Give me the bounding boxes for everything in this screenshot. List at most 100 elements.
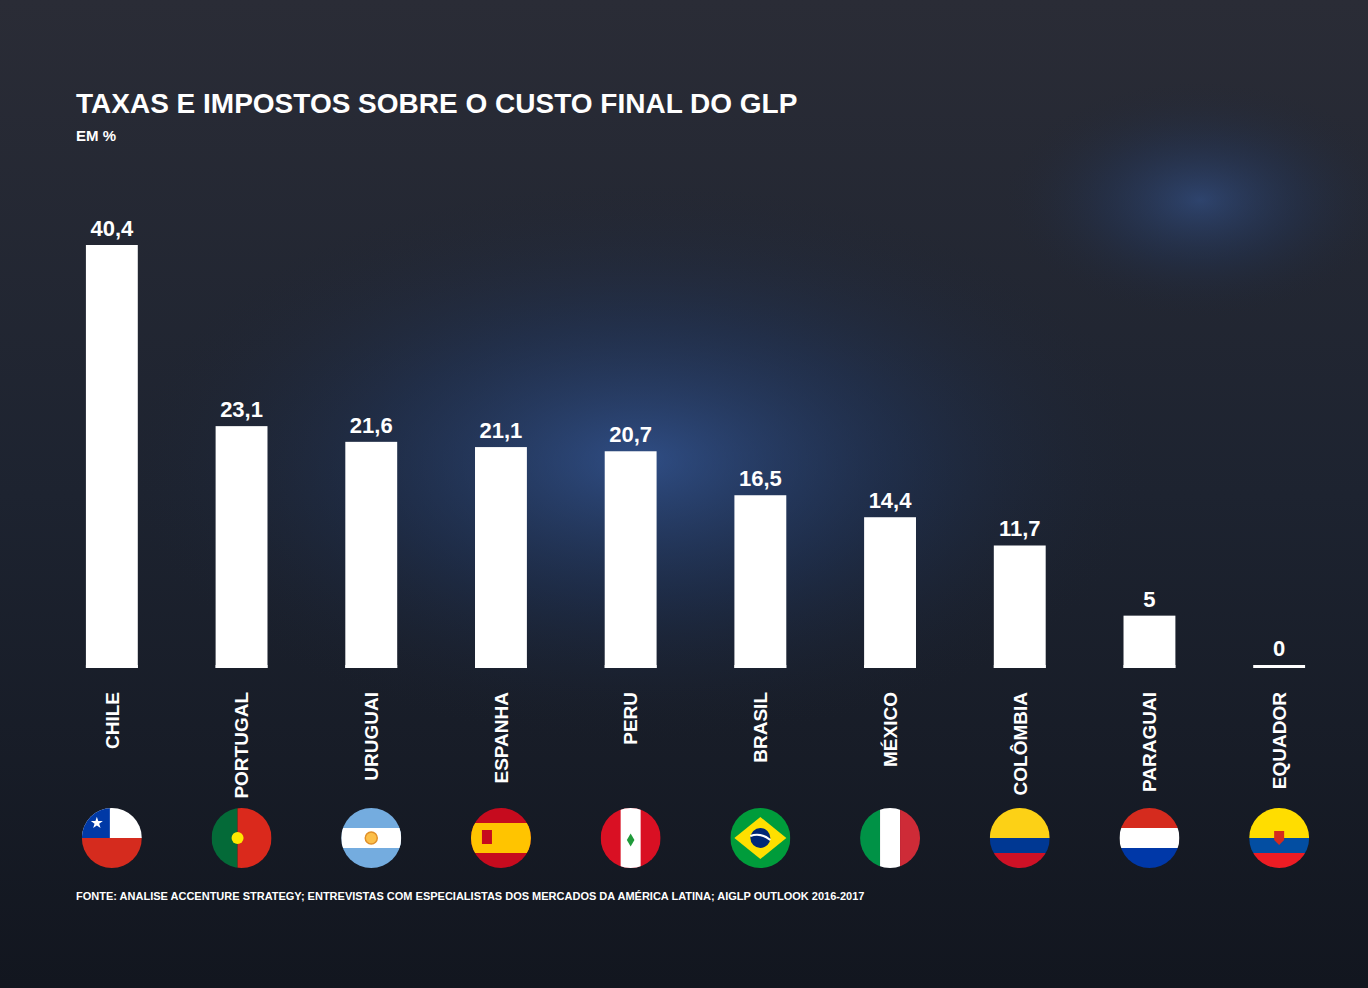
- flag-icon: [341, 808, 401, 868]
- x-tick: EQUADOR: [1269, 692, 1290, 789]
- data-labels: 40,4 23,1 21,6 21,1 20,7 16,5 14,4 11,7 5 0: [90, 216, 1285, 661]
- bar-baseline: [216, 665, 268, 668]
- flag-part: [1119, 848, 1179, 868]
- x-tick: ESPANHA: [491, 692, 512, 784]
- flag-part: [880, 808, 900, 868]
- x-tick: BRASIL: [750, 692, 771, 763]
- flag-part: [482, 830, 492, 844]
- flag-icon: [990, 808, 1050, 868]
- flag-part: [471, 823, 531, 853]
- flag-icon-body: [730, 808, 790, 868]
- flag-icon: [601, 808, 661, 868]
- data-label: 21,6: [350, 413, 393, 438]
- flag-icon: [1249, 808, 1309, 868]
- flag-icon-body: [82, 808, 142, 868]
- x-tick-label: EQUADOR: [1269, 692, 1290, 789]
- bar-baseline: [345, 665, 397, 668]
- flag-part: [621, 808, 641, 868]
- x-tick: PERU: [620, 692, 641, 745]
- x-tick-label: URUGUAI: [361, 692, 382, 781]
- flag-part: [601, 808, 661, 868]
- flag-icon-body: [1119, 808, 1179, 868]
- flag-icon: [730, 808, 790, 868]
- flag-part: [990, 853, 1050, 868]
- flag-part: [341, 828, 401, 848]
- data-label: 0: [1273, 636, 1285, 661]
- bar: [475, 447, 527, 668]
- x-tick: CHILE: [102, 692, 123, 749]
- bar: [994, 545, 1046, 668]
- x-tick-label: ESPANHA: [491, 692, 512, 784]
- flag-part: [1119, 828, 1179, 848]
- title: TAXAS E IMPOSTOS SOBRE O CUSTO FINAL DO …: [76, 88, 797, 119]
- flag-part: [750, 835, 770, 840]
- flag-icon: [471, 808, 531, 868]
- flag-icon: [1119, 808, 1179, 868]
- bar: [86, 245, 138, 668]
- flags: [82, 808, 1309, 868]
- bar: [605, 451, 657, 668]
- x-tick-label: COLÔMBIA: [1010, 692, 1031, 796]
- x-tick: PARAGUAI: [1139, 692, 1160, 792]
- flag-part: [232, 832, 244, 844]
- flag-part: [341, 808, 401, 868]
- bar-baseline: [86, 665, 138, 668]
- x-tick-label: MÉXICO: [880, 692, 901, 767]
- data-label: 11,7: [999, 516, 1041, 541]
- x-axis: CHILE PORTUGAL URUGUAI ESPANHA PERU BRASIL MÉX…: [102, 692, 1290, 799]
- data-label: 16,5: [739, 466, 782, 491]
- flag-icon: [860, 808, 920, 868]
- x-tick: COLÔMBIA: [1010, 692, 1031, 796]
- flag-part: [900, 808, 920, 868]
- data-label: 5: [1143, 587, 1155, 612]
- flag-part: [1274, 831, 1284, 845]
- flag-icon-body: [341, 808, 401, 868]
- background-glow: [120, 180, 1160, 740]
- flag-part: [990, 808, 1050, 838]
- bar: [864, 517, 916, 668]
- bar-baseline: [1253, 665, 1305, 668]
- x-tick: URUGUAI: [361, 692, 382, 781]
- flag-part: [1119, 808, 1179, 828]
- chart: TAXAS E IMPOSTOS SOBRE O CUSTO FINAL DO …: [0, 0, 1368, 988]
- bar-baseline: [994, 665, 1046, 668]
- data-label: 14,4: [869, 488, 913, 513]
- data-label: 40,4: [90, 216, 134, 241]
- plot-area: [86, 245, 1305, 668]
- bar-baseline: [864, 665, 916, 668]
- flag-part: [990, 838, 1050, 853]
- x-tick: MÉXICO: [880, 692, 901, 767]
- flag-part: [82, 808, 142, 838]
- flag-icon-body: [860, 808, 920, 868]
- flag-part: [627, 833, 635, 846]
- data-label: 21,1: [480, 418, 523, 443]
- flag-icon-body: [471, 808, 531, 868]
- flag-part: [860, 808, 880, 868]
- bar: [345, 442, 397, 668]
- source-note: FONTE: ANALISE ACCENTURE STRATEGY; ENTRE…: [76, 890, 864, 902]
- subtitle: EM %: [76, 127, 116, 144]
- flag-part: [734, 817, 786, 859]
- flag-part: [1249, 853, 1309, 868]
- flag-icon-body: [990, 808, 1050, 868]
- bar: [734, 495, 786, 668]
- background-glow: [1000, 80, 1368, 320]
- x-tick-label: BRASIL: [750, 692, 771, 763]
- x-tick: PORTUGAL: [231, 692, 252, 799]
- bar: [216, 426, 268, 668]
- flag-icon: [212, 808, 272, 868]
- bar-baseline: [1124, 665, 1176, 668]
- flag-part: [471, 808, 531, 868]
- data-label: 20,7: [609, 422, 652, 447]
- flag-icon-body: [601, 808, 661, 868]
- flag-part: [365, 832, 377, 844]
- bar-baseline: [734, 665, 786, 668]
- data-label: 23,1: [220, 397, 263, 422]
- bar-baseline: [475, 665, 527, 668]
- flag-part: [91, 817, 103, 828]
- flag-part: [82, 838, 142, 868]
- flag-part: [82, 808, 110, 838]
- flag-icon-body: [1249, 808, 1309, 868]
- flag-part: [750, 828, 770, 848]
- bar-baseline: [605, 665, 657, 668]
